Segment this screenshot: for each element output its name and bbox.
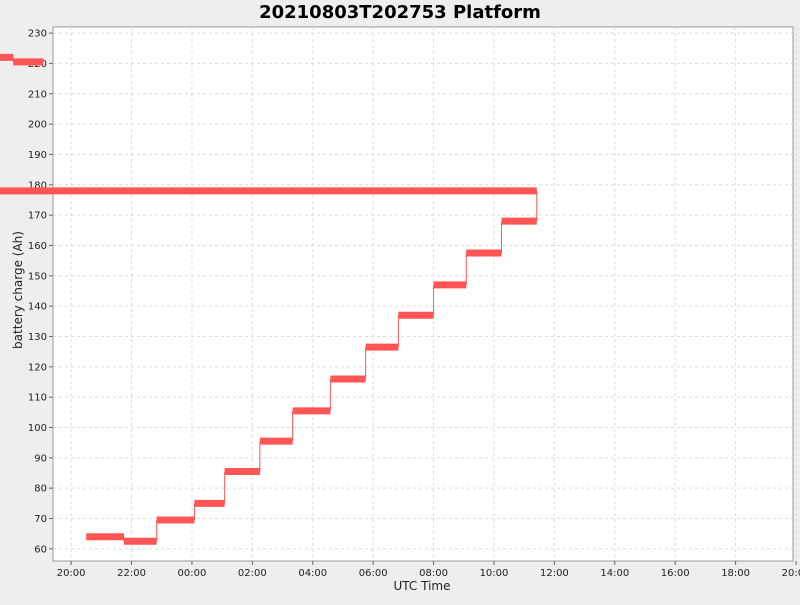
y-tick-label: 150 [28, 271, 47, 282]
x-tick-label: 20:00 [782, 568, 800, 579]
y-tick-label: 70 [34, 514, 47, 525]
x-tick-label: 14:00 [600, 568, 629, 579]
x-tick-label: 10:00 [480, 568, 509, 579]
chart-title: 20210803T202753 Platform [259, 2, 541, 23]
y-axis-label: battery charge (Ah) [11, 231, 25, 349]
y-tick-label: 130 [28, 332, 47, 343]
y-tick-label: 200 [28, 120, 47, 131]
y-axis: 60 70 80 90 100 110 120 130 140 150 160 170 180 190 20… [28, 29, 53, 555]
x-tick-label: 16:00 [661, 568, 690, 579]
x-tick-label: 04:00 [298, 568, 327, 579]
x-tick-label: 22:00 [117, 568, 146, 579]
plot-area [52, 26, 794, 562]
y-tick-label: 60 [34, 544, 47, 555]
x-tick-label: 20:00 [57, 568, 86, 579]
x-tick-label: 12:00 [540, 568, 569, 579]
x-tick-label: 00:00 [178, 568, 207, 579]
x-tick-label: 08:00 [419, 568, 448, 579]
y-tick-label: 170 [28, 211, 47, 222]
y-tick-label: 190 [28, 150, 47, 161]
y-tick-label: 140 [28, 302, 47, 313]
y-tick-label: 120 [28, 362, 47, 373]
x-tick-label: 06:00 [359, 568, 388, 579]
x-axis-label: UTC Time [394, 579, 451, 593]
y-tick-label: 230 [28, 29, 47, 40]
x-tick-label: 02:00 [238, 568, 267, 579]
y-tick-label: 80 [34, 484, 47, 495]
y-tick-label: 110 [28, 393, 47, 404]
y-tick-label: 210 [28, 89, 47, 100]
y-tick-label: 180 [28, 180, 47, 191]
y-tick-label: 100 [28, 423, 47, 434]
x-tick-label: 18:00 [721, 568, 750, 579]
x-axis: 20:00 22:00 00:00 02:00 04:00 06:00 08:00 10:00… [57, 561, 800, 579]
series-layer [0, 53, 538, 545]
y-tick-label: 90 [34, 453, 47, 464]
y-tick-label: 160 [28, 241, 47, 252]
